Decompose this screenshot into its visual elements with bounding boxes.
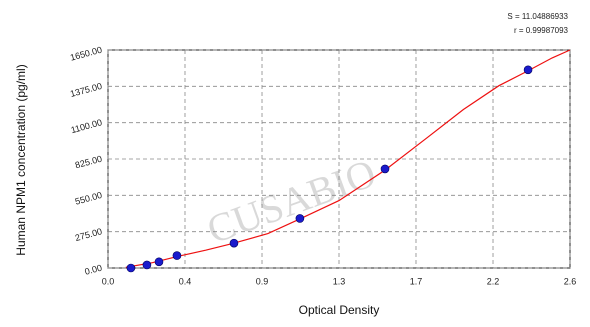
x-tick-label: 0.4 xyxy=(179,276,192,286)
y-tick-label: 1650.00 xyxy=(69,45,103,63)
data-point xyxy=(172,251,182,260)
data-point xyxy=(142,260,152,270)
y-tick-label: 275.00 xyxy=(74,226,103,243)
y-axis-title: Human NPM1 concentration (pg/ml) xyxy=(14,64,28,255)
x-tick-label: 1.7 xyxy=(410,276,423,286)
data-point xyxy=(523,65,533,75)
stat-r: r = 0.99987093 xyxy=(514,26,569,35)
y-tick-label: 1100.00 xyxy=(70,117,103,135)
y-tick-label: 825.00 xyxy=(74,154,103,171)
x-axis-title: Optical Density xyxy=(299,303,380,317)
fit-curve xyxy=(125,49,571,268)
y-tick-label: 550.00 xyxy=(74,190,103,207)
data-point xyxy=(229,238,239,248)
x-tick-label: 2.2 xyxy=(487,276,500,286)
data-point xyxy=(126,263,136,273)
data-point xyxy=(154,257,164,267)
data-point xyxy=(295,214,305,223)
y-tick-label: 0.00 xyxy=(84,263,104,277)
x-tick-label: 2.6 xyxy=(564,276,577,286)
data-point xyxy=(380,164,390,174)
y-tick-label: 1375.00 xyxy=(69,81,103,99)
stat-s: S = 11.04886933 xyxy=(507,12,568,21)
x-tick-label: 0.9 xyxy=(256,276,269,286)
x-tick-label: 0.0 xyxy=(102,276,115,286)
x-tick-label: 1.3 xyxy=(333,276,346,286)
